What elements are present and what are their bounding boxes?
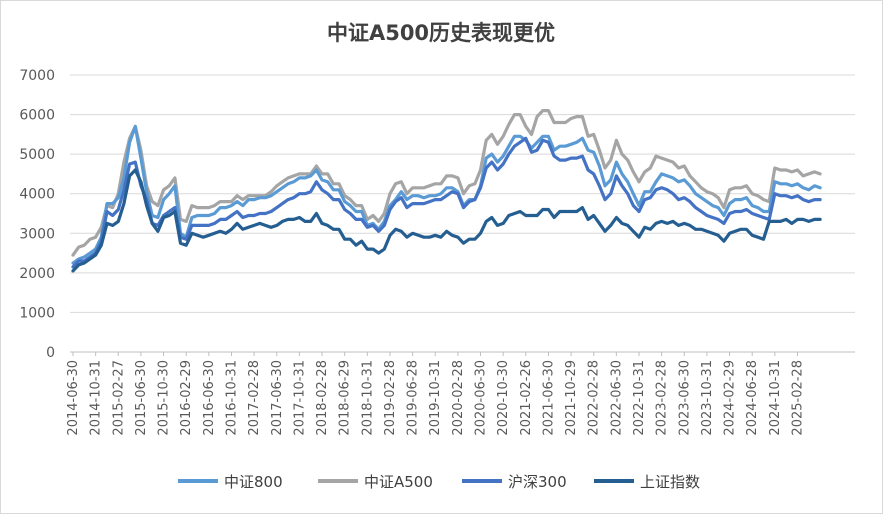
x-tick-label: 2021-02-26	[519, 360, 534, 436]
y-tick-label: 6000	[19, 108, 55, 124]
x-tick-label: 2016-06-30	[202, 360, 217, 436]
x-tick-label: 2015-02-27	[111, 360, 126, 436]
x-tick-label: 2024-10-31	[768, 360, 783, 436]
legend-label: 沪深300	[508, 473, 567, 491]
y-tick-label: 1000	[19, 305, 55, 321]
gridlines	[70, 74, 855, 313]
x-tick-label: 2025-02-28	[790, 360, 805, 436]
x-tick-label: 2017-02-28	[247, 360, 262, 436]
x-tick-label: 2023-02-28	[655, 360, 670, 436]
x-tick-label: 2021-06-30	[541, 360, 556, 436]
x-tick-label: 2020-06-30	[474, 360, 489, 436]
y-tick-label: 2000	[19, 266, 55, 282]
x-tick-label: 2022-10-31	[632, 360, 647, 436]
x-tick-label: 2018-02-28	[315, 360, 330, 436]
x-tick-label: 2014-10-31	[89, 360, 104, 436]
x-tick-label: 2019-06-28	[406, 360, 421, 436]
series-lines	[71, 108, 822, 273]
x-tick-label: 2015-10-30	[157, 360, 172, 436]
y-tick-label: 3000	[19, 226, 55, 242]
series-line-3	[71, 168, 822, 273]
x-tick-label: 2023-06-30	[677, 360, 692, 436]
chart-title: 中证A500历史表现更优	[327, 21, 555, 45]
x-tick-label: 2023-10-31	[700, 360, 715, 436]
x-tick-label: 2020-02-28	[451, 360, 466, 436]
x-tick-label: 2020-10-30	[496, 360, 511, 436]
x-tick-label: 2016-10-31	[224, 360, 239, 436]
legend-label: 中证A500	[364, 473, 433, 491]
legend: 中证800 中证A500 沪深300 上证指数	[178, 473, 700, 491]
series-line-2	[71, 136, 822, 269]
y-tick-label: 7000	[19, 68, 55, 84]
x-tick-label: 2014-06-30	[66, 360, 81, 436]
x-tick-label: 2016-02-29	[179, 360, 194, 436]
x-tick-label: 2018-06-29	[338, 360, 353, 436]
x-tick-label: 2021-10-29	[564, 360, 579, 436]
x-tick-label: 2018-10-31	[360, 360, 375, 436]
x-tick-label: 2019-10-31	[428, 360, 443, 436]
x-tick-label: 2022-06-30	[609, 360, 624, 436]
x-tick-label: 2024-02-29	[723, 360, 738, 436]
series-line-0	[71, 124, 822, 265]
x-tick-label: 2022-02-28	[587, 360, 602, 436]
y-tick-label: 0	[46, 345, 55, 361]
y-tick-label: 5000	[19, 147, 55, 163]
x-tick-label: 2017-10-31	[292, 360, 307, 436]
y-axis-ticks: 0 1000 2000 3000 4000 5000 6000 7000	[19, 68, 55, 361]
y-tick-label: 4000	[19, 187, 55, 203]
x-tick-label: 2017-06-30	[270, 360, 285, 436]
legend-label: 上证指数	[640, 473, 700, 491]
x-tick-label: 2019-02-28	[383, 360, 398, 436]
x-tick-label: 2024-06-28	[745, 360, 760, 436]
x-axis-ticks: 2014-06-30 2014-10-31 2015-02-27 2015-06-30…	[66, 352, 805, 436]
x-tick-label: 2015-06-30	[134, 360, 149, 436]
legend-label: 中证800	[224, 473, 283, 491]
series-line-1	[71, 108, 822, 257]
